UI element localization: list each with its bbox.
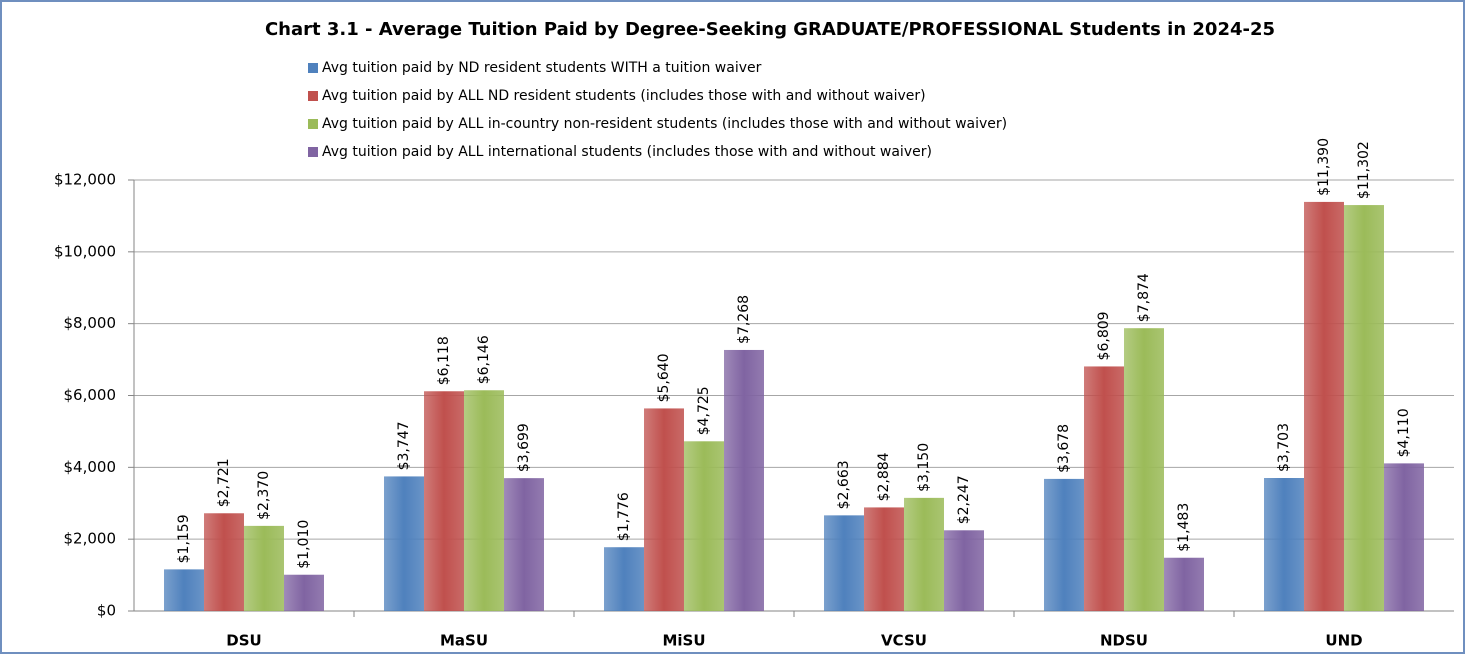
value-label: $2,247 bbox=[956, 475, 972, 524]
legend-label: Avg tuition paid by ND resident students… bbox=[322, 60, 762, 76]
legend-label: Avg tuition paid by ALL ND resident stud… bbox=[322, 88, 926, 104]
value-label: $1,159 bbox=[176, 514, 192, 563]
bar bbox=[384, 476, 424, 611]
legend-swatch bbox=[308, 119, 318, 129]
bar bbox=[504, 478, 544, 611]
value-label: $4,110 bbox=[1396, 408, 1412, 457]
bar bbox=[824, 515, 864, 611]
bar bbox=[424, 391, 464, 611]
value-label: $2,370 bbox=[256, 471, 272, 520]
value-label: $1,776 bbox=[616, 492, 632, 541]
value-label: $4,725 bbox=[696, 386, 712, 435]
bar bbox=[604, 547, 644, 611]
value-label: $2,884 bbox=[876, 452, 892, 501]
bar bbox=[464, 390, 504, 611]
bar bbox=[1084, 366, 1124, 611]
value-label: $2,663 bbox=[836, 460, 852, 509]
bar bbox=[204, 513, 244, 611]
bar bbox=[1264, 478, 1304, 611]
value-label: $11,302 bbox=[1356, 141, 1372, 199]
x-tick-label: DSU bbox=[226, 632, 261, 650]
legend-swatch bbox=[308, 63, 318, 73]
value-label: $1,483 bbox=[1176, 503, 1192, 552]
bar bbox=[1164, 557, 1204, 611]
bar bbox=[244, 525, 284, 611]
x-tick-label: MiSU bbox=[662, 632, 705, 650]
bar bbox=[684, 441, 724, 611]
bar bbox=[164, 569, 204, 611]
value-label: $7,874 bbox=[1136, 273, 1152, 322]
y-tick-label: $2,000 bbox=[64, 530, 117, 548]
bar bbox=[944, 530, 984, 611]
x-tick-label: NDSU bbox=[1100, 632, 1148, 650]
bar bbox=[284, 574, 324, 611]
y-tick-label: $4,000 bbox=[64, 458, 117, 476]
value-label: $11,390 bbox=[1316, 138, 1332, 196]
value-label: $6,809 bbox=[1096, 311, 1112, 360]
value-label: $3,150 bbox=[916, 443, 932, 492]
bar bbox=[724, 349, 764, 611]
bar bbox=[1344, 205, 1384, 612]
value-label: $3,703 bbox=[1276, 423, 1292, 472]
bar bbox=[644, 408, 684, 611]
value-label: $5,640 bbox=[656, 353, 672, 402]
y-tick-label: $6,000 bbox=[64, 386, 117, 404]
value-label: $3,699 bbox=[516, 423, 532, 472]
legend-label: Avg tuition paid by ALL in-country non-r… bbox=[322, 116, 1007, 132]
chart-title: Chart 3.1 - Average Tuition Paid by Degr… bbox=[265, 19, 1275, 40]
y-tick-label: $12,000 bbox=[54, 171, 116, 189]
bar bbox=[864, 507, 904, 611]
value-label: $6,118 bbox=[436, 336, 452, 385]
value-label: $3,747 bbox=[396, 421, 412, 470]
value-label: $3,678 bbox=[1056, 424, 1072, 473]
y-tick-label: $10,000 bbox=[54, 242, 116, 260]
bar bbox=[1384, 463, 1424, 611]
legend-swatch bbox=[308, 91, 318, 101]
legend-swatch bbox=[308, 147, 318, 157]
legend-label: Avg tuition paid by ALL international st… bbox=[322, 144, 932, 160]
bar bbox=[904, 497, 944, 611]
value-label: $1,010 bbox=[296, 520, 312, 569]
x-tick-label: MaSU bbox=[440, 632, 488, 650]
y-tick-label: $8,000 bbox=[64, 314, 117, 332]
value-label: $6,146 bbox=[476, 335, 492, 384]
y-tick-label: $0 bbox=[97, 602, 116, 620]
value-label: $2,721 bbox=[216, 458, 232, 507]
value-label: $7,268 bbox=[736, 295, 752, 344]
bar bbox=[1304, 201, 1344, 611]
bar bbox=[1044, 478, 1084, 611]
x-tick-label: VCSU bbox=[881, 632, 927, 650]
bar bbox=[1124, 328, 1164, 611]
x-tick-label: UND bbox=[1325, 632, 1362, 650]
